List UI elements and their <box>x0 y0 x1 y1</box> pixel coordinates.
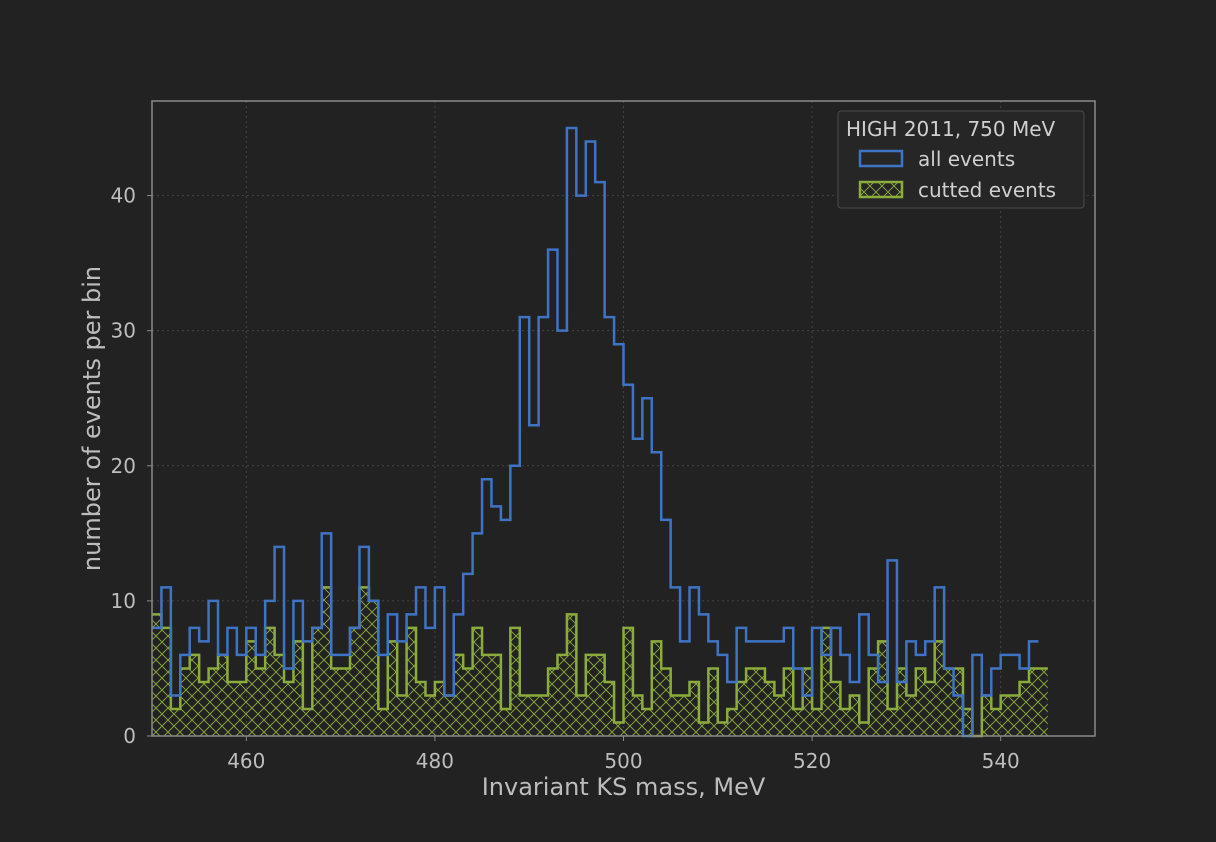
x-tick-label: 540 <box>982 749 1020 773</box>
histogram-series <box>152 126 1048 738</box>
y-tick-label: 0 <box>123 724 136 748</box>
legend: HIGH 2011, 750 MeV all events cutted eve… <box>837 110 1085 209</box>
x-tick-label: 480 <box>416 749 454 773</box>
y-tick-label: 40 <box>111 184 136 208</box>
y-tick-label: 20 <box>111 454 136 478</box>
x-axis-label: Invariant KS mass, MeV <box>482 773 766 801</box>
legend-label-all-events: all events <box>918 147 1015 171</box>
legend-label-cutted-events: cutted events <box>918 178 1056 202</box>
x-tick-label: 500 <box>604 749 642 773</box>
series-cutted-events <box>152 586 1048 738</box>
series-all-events <box>152 126 1039 738</box>
y-tick-label: 30 <box>111 319 136 343</box>
x-axis-ticks: 460 480 500 520 540 <box>227 736 1020 773</box>
y-axis-label: number of events per bin <box>78 266 106 571</box>
x-tick-label: 460 <box>227 749 265 773</box>
series-cutted-events-hatch <box>152 587 1048 736</box>
legend-title: HIGH 2011, 750 MeV <box>846 117 1056 141</box>
legend-swatch-all-events <box>858 149 904 168</box>
y-axis-ticks: 0 10 20 30 40 <box>111 184 152 748</box>
legend-swatch-cutted-events <box>858 180 904 199</box>
y-tick-label: 10 <box>111 589 136 613</box>
x-tick-label: 520 <box>793 749 831 773</box>
